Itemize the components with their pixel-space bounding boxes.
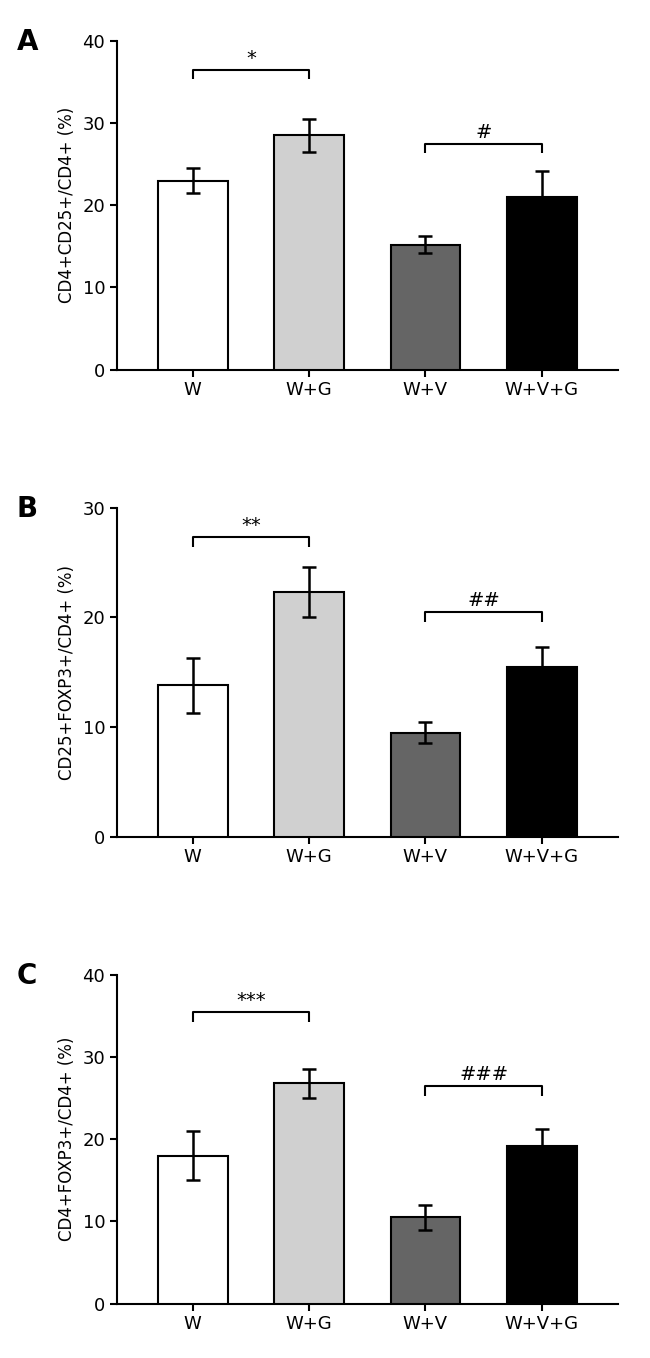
Bar: [507, 1146, 577, 1304]
Text: *: *: [246, 49, 256, 68]
Text: #: #: [475, 122, 492, 141]
Bar: [391, 732, 460, 837]
Bar: [158, 686, 227, 837]
Bar: [274, 1084, 344, 1304]
Text: **: **: [241, 516, 261, 535]
Bar: [158, 181, 227, 369]
Bar: [274, 592, 344, 837]
Text: A: A: [17, 27, 38, 56]
Text: ###: ###: [459, 1065, 508, 1084]
Y-axis label: CD4+FOXP3+/CD4+ (%): CD4+FOXP3+/CD4+ (%): [57, 1038, 75, 1241]
Bar: [274, 136, 344, 369]
Text: B: B: [17, 494, 38, 523]
Bar: [158, 1156, 227, 1304]
Bar: [391, 244, 460, 369]
Bar: [391, 1217, 460, 1304]
Bar: [507, 667, 577, 837]
Y-axis label: CD25+FOXP3+/CD4+ (%): CD25+FOXP3+/CD4+ (%): [57, 565, 75, 779]
Text: ***: ***: [236, 991, 266, 1010]
Text: ##: ##: [467, 591, 500, 610]
Y-axis label: CD4+CD25+/CD4+ (%): CD4+CD25+/CD4+ (%): [57, 107, 75, 303]
Bar: [507, 197, 577, 369]
Text: C: C: [17, 961, 37, 990]
